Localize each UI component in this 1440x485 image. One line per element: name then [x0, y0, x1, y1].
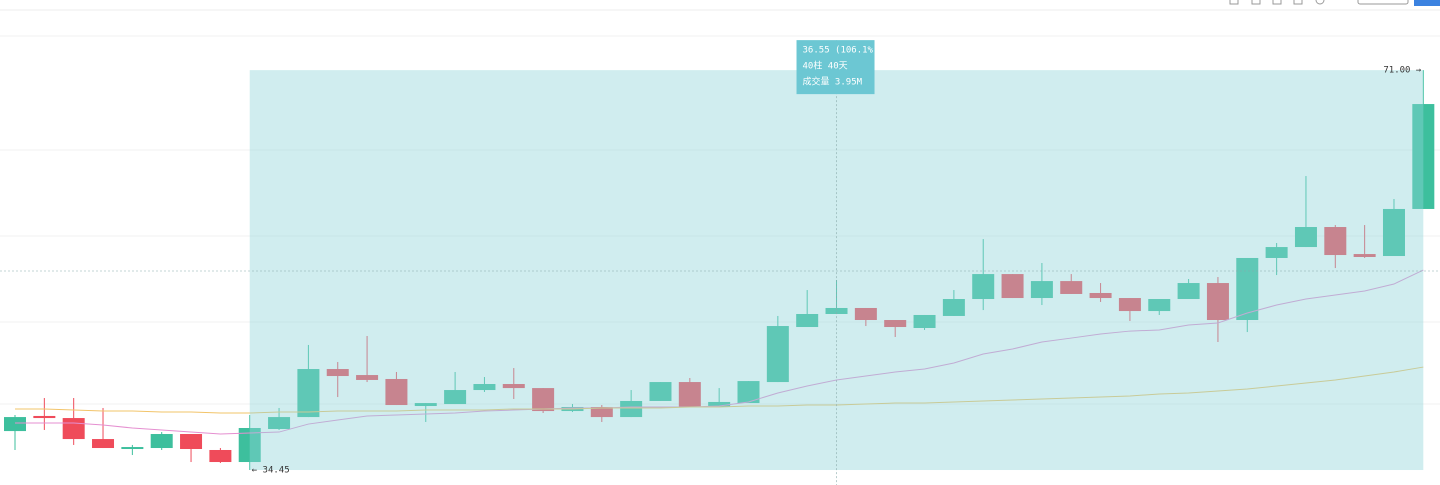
tool-icon[interactable]: [1272, 0, 1282, 5]
candle-body: [121, 447, 144, 450]
candle-body: [356, 375, 379, 380]
measure-bars: 40柱 40天: [803, 60, 848, 72]
candle-body: [1382, 208, 1405, 257]
candle-body: [209, 449, 232, 463]
candle-body: [708, 401, 731, 407]
toolbar: [1229, 0, 1440, 6]
candle-body: [33, 415, 56, 419]
candle-body: [1060, 281, 1083, 294]
measure-tooltip: [796, 40, 875, 95]
candle-body: [737, 381, 760, 404]
tool-icon[interactable]: [1251, 0, 1261, 5]
candle-body: [1089, 292, 1112, 299]
candle-body: [1324, 227, 1347, 256]
candle-body: [532, 388, 555, 412]
candle-body: [502, 384, 525, 389]
candle-body: [92, 439, 115, 449]
candle-body: [766, 326, 789, 383]
tool-icon[interactable]: [1229, 0, 1239, 5]
tool-button[interactable]: [1357, 0, 1409, 5]
candle-body: [385, 378, 408, 406]
candle-body: [678, 382, 701, 407]
candle-body: [4, 417, 26, 432]
moving-average-line: [15, 366, 1424, 414]
tool-icon[interactable]: [1293, 0, 1303, 5]
candle-body: [326, 369, 349, 377]
candle-body: [1206, 283, 1229, 321]
tool-icon[interactable]: [1315, 0, 1325, 5]
candle-body: [854, 307, 877, 321]
candle-body: [1412, 104, 1435, 209]
candle-body: [1030, 281, 1053, 299]
candle-body: [1118, 298, 1141, 312]
measure-low-label: ← 34.45: [252, 466, 290, 476]
candle-body: [150, 434, 173, 449]
candle-body: [180, 434, 203, 450]
candle-body: [825, 307, 848, 314]
tool-button[interactable]: [1414, 0, 1440, 6]
candle-body: [620, 400, 643, 418]
candle-body: [1177, 283, 1200, 300]
candle-body: [796, 313, 819, 328]
candle-body: [238, 427, 261, 463]
candle-body: [297, 369, 320, 418]
candle-body: [1265, 247, 1288, 258]
measure-volume: 成交量 3.95M: [803, 76, 863, 88]
candle-body: [414, 403, 437, 407]
candle-body: [268, 417, 291, 429]
candle-body: [913, 314, 936, 329]
candle-body: [444, 390, 467, 405]
candle-body: [473, 384, 496, 391]
candle-body: [649, 382, 672, 401]
candle-body: [884, 320, 907, 328]
candle-body: [1148, 299, 1171, 312]
candle-body: [1236, 257, 1259, 321]
candle-body: [972, 274, 995, 300]
measure-change: 36.55 (106.1%): [803, 46, 879, 56]
moving-average-line: [15, 269, 1424, 435]
candle-body: [590, 406, 613, 418]
candle-body: [1353, 254, 1376, 257]
candle-body: [942, 299, 965, 316]
candle-body: [62, 418, 85, 440]
candle-body: [1001, 274, 1024, 299]
candle-body: [1294, 227, 1317, 248]
measure-high-label: 71.00 →: [1383, 66, 1422, 76]
